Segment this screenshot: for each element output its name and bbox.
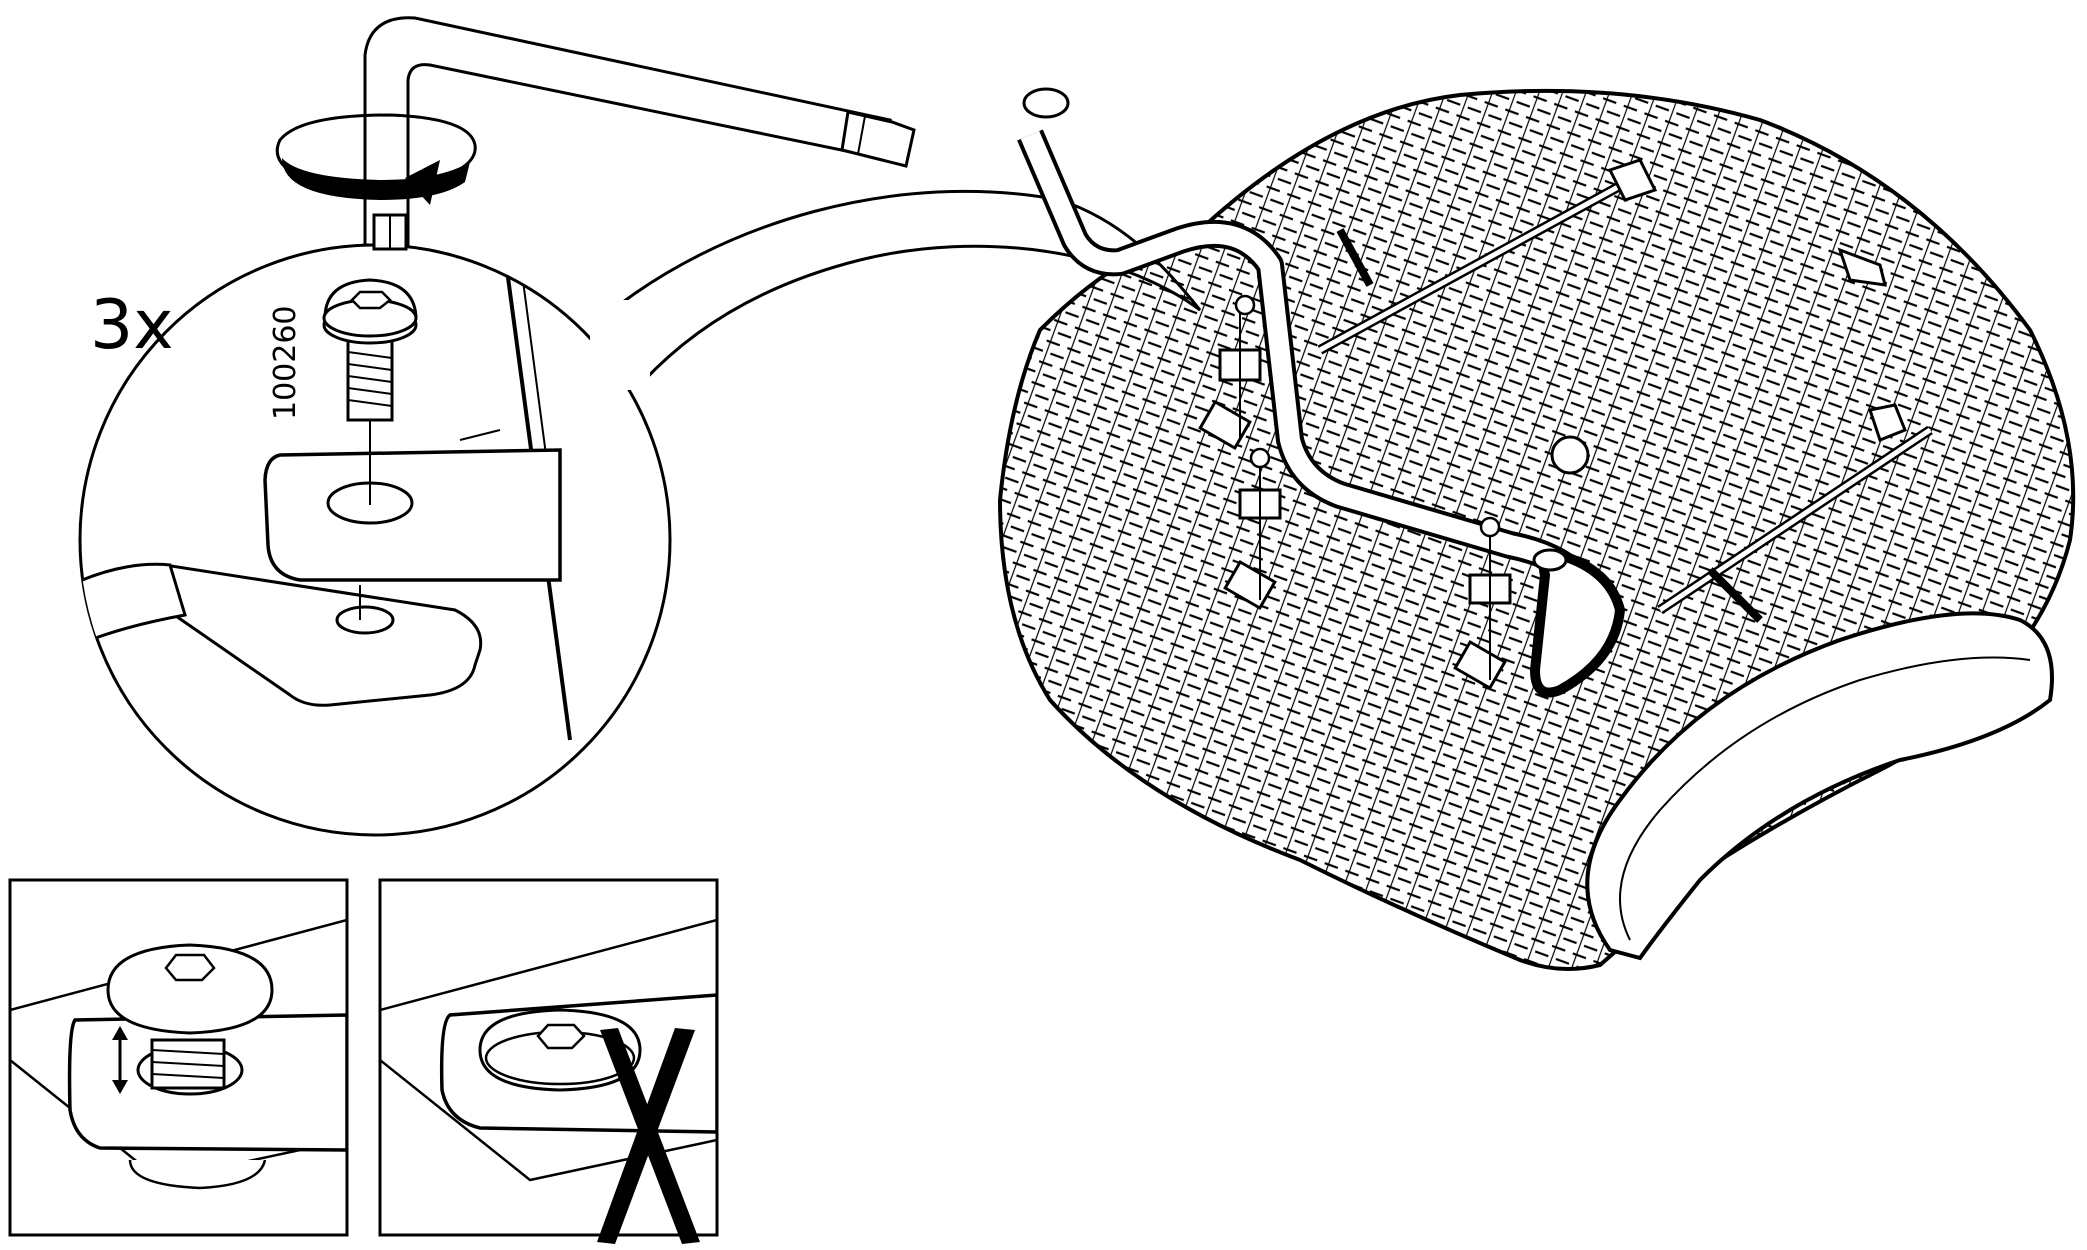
cross-icon bbox=[597, 1028, 700, 1244]
part-number: 100260 bbox=[268, 305, 303, 420]
panel-incorrect bbox=[378, 878, 719, 1244]
weave-hub bbox=[1550, 435, 1590, 475]
screw-icon bbox=[322, 278, 418, 422]
allen-key-icon bbox=[363, 16, 916, 251]
rotate-arrow-icon bbox=[275, 113, 477, 205]
frame-bar bbox=[263, 448, 562, 582]
wicker-chair bbox=[997, 87, 2076, 971]
panel-correct bbox=[8, 878, 349, 1237]
lower-bracket-plate bbox=[84, 563, 483, 707]
zoom-detail bbox=[78, 189, 1202, 837]
quantity-label: 3x bbox=[90, 286, 174, 365]
mounting-points bbox=[1198, 294, 1512, 691]
